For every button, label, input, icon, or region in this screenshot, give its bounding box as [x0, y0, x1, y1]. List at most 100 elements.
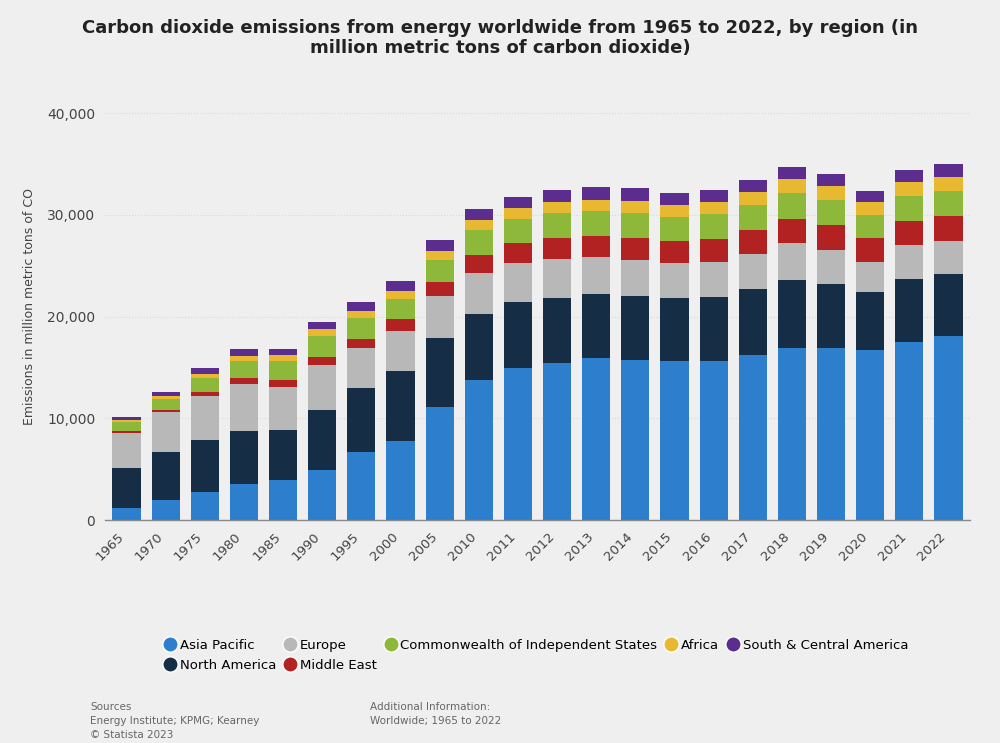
- Bar: [660, 361, 689, 520]
- Bar: [465, 209, 493, 220]
- Bar: [386, 291, 415, 299]
- Bar: [700, 201, 728, 214]
- Bar: [308, 329, 336, 336]
- Bar: [817, 348, 845, 520]
- Bar: [660, 299, 689, 361]
- Bar: [895, 182, 923, 195]
- Y-axis label: Emissions in million metric tons of CO: Emissions in million metric tons of CO: [23, 188, 36, 425]
- Bar: [739, 289, 767, 355]
- Bar: [112, 468, 141, 508]
- Bar: [347, 348, 375, 388]
- Bar: [308, 357, 336, 366]
- Bar: [504, 208, 532, 219]
- Bar: [386, 441, 415, 520]
- Bar: [739, 355, 767, 520]
- Bar: [269, 361, 297, 380]
- Bar: [817, 186, 845, 200]
- Bar: [856, 215, 884, 239]
- Text: Sources
Energy Institute; KPMG; Kearney
© Statista 2023: Sources Energy Institute; KPMG; Kearney …: [90, 702, 259, 740]
- Bar: [230, 356, 258, 361]
- Bar: [269, 380, 297, 387]
- Bar: [426, 282, 454, 296]
- Bar: [269, 481, 297, 520]
- Bar: [817, 284, 845, 348]
- Bar: [269, 355, 297, 361]
- Bar: [152, 396, 180, 398]
- Bar: [426, 260, 454, 282]
- Bar: [308, 322, 336, 329]
- Bar: [465, 220, 493, 230]
- Bar: [739, 230, 767, 253]
- Bar: [191, 492, 219, 520]
- Bar: [700, 262, 728, 297]
- Bar: [817, 200, 845, 225]
- Bar: [152, 409, 180, 412]
- Bar: [817, 225, 845, 250]
- Bar: [856, 191, 884, 202]
- Bar: [543, 299, 571, 363]
- Text: Additional Information:
Worldwide; 1965 to 2022: Additional Information: Worldwide; 1965 …: [370, 702, 501, 726]
- Bar: [347, 311, 375, 318]
- Bar: [778, 348, 806, 520]
- Bar: [112, 431, 141, 432]
- Bar: [347, 318, 375, 339]
- Bar: [582, 294, 610, 358]
- Bar: [112, 420, 141, 422]
- Bar: [660, 192, 689, 205]
- Bar: [504, 244, 532, 263]
- Bar: [465, 380, 493, 520]
- Bar: [191, 369, 219, 374]
- Bar: [426, 296, 454, 338]
- Bar: [386, 281, 415, 291]
- Bar: [582, 358, 610, 520]
- Bar: [347, 339, 375, 348]
- Bar: [543, 190, 571, 201]
- Bar: [582, 211, 610, 236]
- Bar: [700, 239, 728, 262]
- Bar: [934, 274, 963, 336]
- Bar: [621, 260, 649, 296]
- Bar: [191, 392, 219, 396]
- Bar: [895, 169, 923, 182]
- Bar: [660, 241, 689, 263]
- Bar: [191, 396, 219, 440]
- Bar: [191, 377, 219, 392]
- Bar: [582, 200, 610, 211]
- Bar: [660, 205, 689, 217]
- Bar: [112, 508, 141, 520]
- Bar: [112, 432, 141, 468]
- Bar: [347, 388, 375, 452]
- Bar: [504, 219, 532, 244]
- Bar: [230, 431, 258, 484]
- Bar: [660, 263, 689, 299]
- Bar: [700, 297, 728, 361]
- Bar: [582, 187, 610, 200]
- Bar: [543, 213, 571, 239]
- Bar: [308, 470, 336, 520]
- Bar: [112, 418, 141, 420]
- Bar: [308, 366, 336, 410]
- Bar: [856, 350, 884, 520]
- Bar: [426, 407, 454, 520]
- Bar: [895, 195, 923, 221]
- Bar: [621, 296, 649, 360]
- Bar: [621, 239, 649, 260]
- Bar: [543, 201, 571, 213]
- Bar: [621, 213, 649, 239]
- Bar: [778, 244, 806, 280]
- Bar: [269, 387, 297, 429]
- Bar: [934, 163, 963, 178]
- Bar: [465, 314, 493, 380]
- Bar: [778, 192, 806, 219]
- Bar: [856, 292, 884, 350]
- Bar: [426, 250, 454, 260]
- Bar: [152, 412, 180, 452]
- Bar: [895, 245, 923, 279]
- Bar: [112, 422, 141, 431]
- Bar: [621, 201, 649, 213]
- Bar: [230, 484, 258, 520]
- Bar: [465, 255, 493, 273]
- Bar: [386, 331, 415, 371]
- Bar: [504, 368, 532, 520]
- Bar: [504, 197, 532, 208]
